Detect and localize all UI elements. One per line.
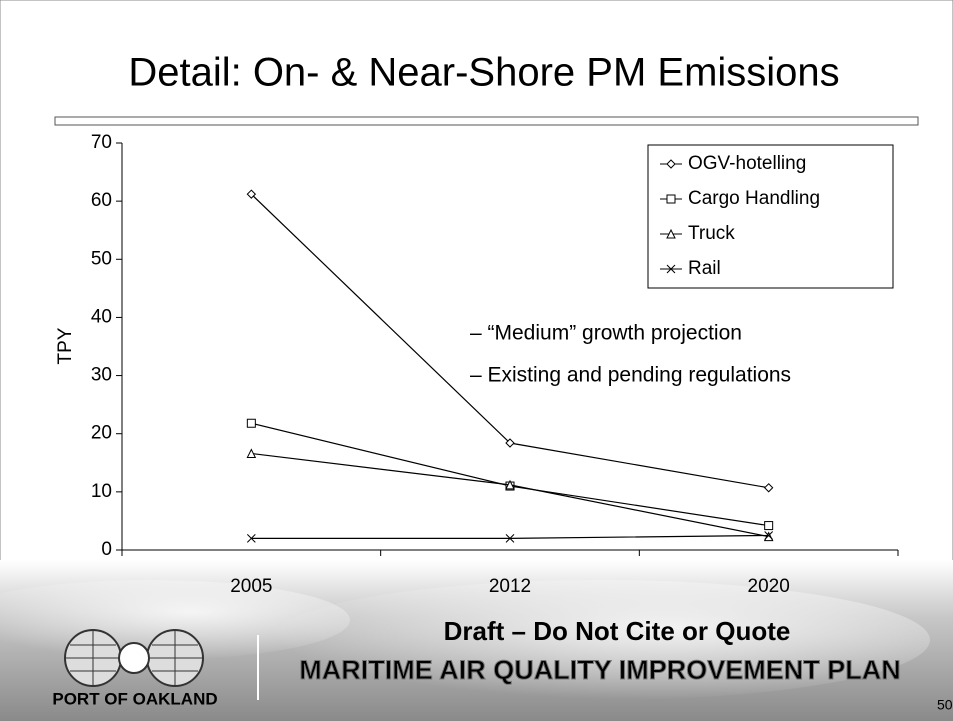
marker bbox=[763, 483, 774, 493]
legend-label: OGV-hotelling bbox=[688, 153, 806, 174]
x-tick-label: 2005 bbox=[230, 576, 272, 597]
marker bbox=[505, 534, 515, 543]
page-number: 50 bbox=[937, 697, 953, 713]
plan-title: MARITIME AIR QUALITY IMPROVEMENT PLAN bbox=[299, 655, 901, 685]
draft-notice: Draft – Do Not Cite or Quote bbox=[444, 616, 791, 646]
marker bbox=[666, 228, 676, 239]
cloud bbox=[270, 580, 930, 700]
marker bbox=[764, 531, 774, 540]
annotation: – “Medium” growth projection bbox=[470, 322, 742, 345]
slide-title: Detail: On- & Near-Shore PM Emissions bbox=[128, 51, 839, 95]
annotation: – Existing and pending regulations bbox=[470, 364, 791, 387]
marker bbox=[666, 194, 676, 204]
title-rule bbox=[54, 116, 919, 126]
marker bbox=[764, 521, 774, 531]
marker bbox=[505, 438, 515, 448]
marker bbox=[246, 448, 257, 458]
y-axis-label: TPY bbox=[55, 327, 76, 364]
y-tick-label: 60 bbox=[91, 190, 112, 211]
y-tick-label: 70 bbox=[91, 132, 112, 153]
legend-label: Truck bbox=[688, 223, 735, 244]
marker bbox=[666, 159, 676, 169]
logo-text: PORT OF OAKLAND bbox=[52, 689, 217, 708]
marker bbox=[246, 418, 256, 428]
legend-label: Cargo Handling bbox=[688, 188, 820, 209]
logo bbox=[64, 629, 204, 687]
y-tick-label: 0 bbox=[101, 539, 112, 560]
legend-box bbox=[647, 144, 894, 289]
y-tick-label: 30 bbox=[91, 365, 112, 386]
marker bbox=[666, 264, 676, 274]
y-tick-label: 10 bbox=[91, 481, 112, 502]
x-tick-label: 2012 bbox=[489, 576, 531, 597]
marker bbox=[246, 189, 257, 199]
y-tick-label: 40 bbox=[91, 306, 112, 327]
x-tick-label: 2020 bbox=[748, 576, 790, 597]
marker bbox=[763, 531, 774, 542]
marker bbox=[246, 534, 256, 543]
y-tick-label: 20 bbox=[91, 423, 112, 444]
y-tick-label: 50 bbox=[91, 248, 112, 269]
marker bbox=[505, 479, 515, 490]
legend-label: Rail bbox=[688, 258, 721, 279]
